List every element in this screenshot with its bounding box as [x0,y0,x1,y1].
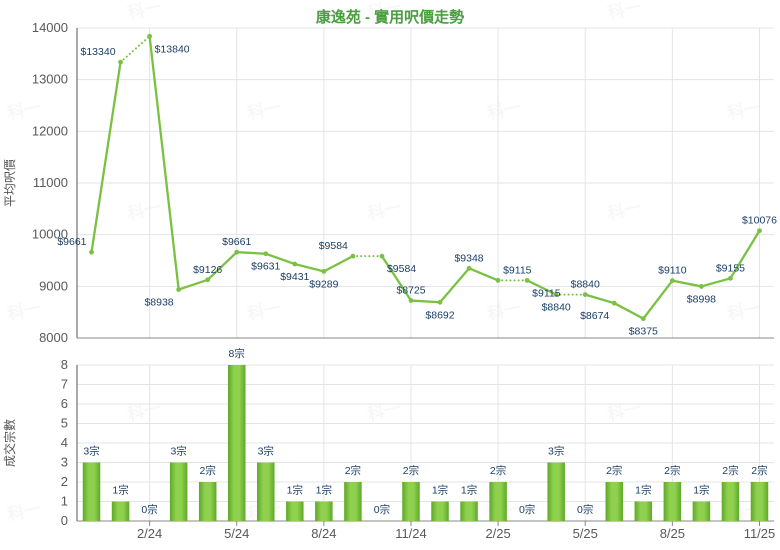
svg-text:0宗: 0宗 [577,503,593,516]
svg-text:2宗: 2宗 [606,464,622,477]
svg-text:0宗: 0宗 [141,503,157,516]
svg-text:2宗: 2宗 [664,464,680,477]
svg-text:1宗: 1宗 [316,484,332,497]
svg-text:1宗: 1宗 [432,484,448,497]
svg-text:$9584: $9584 [319,240,348,252]
svg-text:$8375: $8375 [629,326,658,338]
svg-text:11/25: 11/25 [744,526,776,541]
svg-text:12000: 12000 [32,123,68,138]
svg-text:$9289: $9289 [309,278,338,290]
svg-text:7: 7 [61,377,68,392]
svg-text:1宗: 1宗 [635,484,651,497]
svg-text:$13340: $13340 [81,46,116,58]
svg-text:科一: 科一 [486,97,523,124]
svg-text:11/24: 11/24 [395,526,427,541]
svg-text:1宗: 1宗 [461,484,477,497]
svg-text:1宗: 1宗 [287,484,303,497]
svg-text:科一: 科一 [246,297,283,324]
svg-text:$9126: $9126 [193,264,222,276]
svg-text:5/25: 5/25 [573,526,598,541]
svg-text:2宗: 2宗 [722,464,738,477]
svg-text:0宗: 0宗 [374,503,390,516]
svg-text:$8840: $8840 [542,302,571,314]
svg-text:$9115: $9115 [503,264,532,276]
svg-text:科一: 科一 [6,498,43,525]
svg-text:$8840: $8840 [571,279,600,291]
svg-text:2宗: 2宗 [490,464,506,477]
svg-text:2宗: 2宗 [403,464,419,477]
svg-text:2宗: 2宗 [345,464,361,477]
svg-text:1宗: 1宗 [693,484,709,497]
svg-text:$9155: $9155 [716,262,745,274]
svg-text:$9348: $9348 [454,252,483,264]
svg-text:8/24: 8/24 [311,526,336,541]
svg-text:科一: 科一 [366,397,403,424]
svg-text:8000: 8000 [39,330,68,345]
svg-text:2/25: 2/25 [485,526,510,541]
svg-text:科一: 科一 [606,197,643,224]
svg-text:9000: 9000 [39,278,68,293]
svg-text:1: 1 [61,494,68,509]
svg-text:2/24: 2/24 [137,526,162,541]
svg-text:成交宗數: 成交宗數 [2,419,17,467]
svg-text:3宗: 3宗 [548,445,564,458]
svg-text:科一: 科一 [366,197,403,224]
svg-text:$9431: $9431 [280,271,309,283]
svg-text:4: 4 [61,435,68,450]
svg-text:$9584: $9584 [387,263,416,275]
svg-text:2: 2 [61,474,68,489]
svg-text:1宗: 1宗 [112,484,128,497]
svg-text:$9115: $9115 [532,287,561,299]
svg-text:$8692: $8692 [425,309,454,321]
svg-text:8宗: 8宗 [229,347,245,360]
svg-text:科一: 科一 [126,397,163,424]
svg-text:科一: 科一 [6,297,43,324]
svg-text:6: 6 [61,396,68,411]
svg-text:$9631: $9631 [251,261,280,273]
svg-text:$8938: $8938 [144,297,173,309]
svg-text:$13840: $13840 [155,43,190,55]
svg-text:0宗: 0宗 [519,503,535,516]
svg-text:3: 3 [61,455,68,470]
svg-text:平均呎價: 平均呎價 [3,159,17,207]
svg-text:3宗: 3宗 [170,445,186,458]
svg-text:科一: 科一 [486,297,523,324]
svg-text:科一: 科一 [126,197,163,224]
svg-text:5/24: 5/24 [224,526,249,541]
svg-text:8/25: 8/25 [660,526,685,541]
svg-text:3宗: 3宗 [258,445,274,458]
svg-text:科一: 科一 [606,397,643,424]
svg-text:11000: 11000 [33,175,68,190]
svg-text:科一: 科一 [726,97,763,124]
svg-text:科一: 科一 [726,297,763,324]
svg-text:$8725: $8725 [396,285,425,297]
svg-text:2宗: 2宗 [200,464,216,477]
svg-text:13000: 13000 [32,72,68,87]
svg-text:科一: 科一 [6,97,43,124]
svg-text:$8998: $8998 [687,293,716,305]
svg-text:0: 0 [61,513,68,528]
svg-text:$10076: $10076 [742,215,777,227]
svg-text:2宗: 2宗 [751,464,767,477]
svg-text:科一: 科一 [246,97,283,124]
svg-text:5: 5 [61,416,68,431]
svg-text:$9661: $9661 [57,236,86,248]
svg-text:3宗: 3宗 [83,445,99,458]
svg-text:$8674: $8674 [580,310,609,322]
svg-text:8: 8 [61,357,68,372]
svg-text:$9110: $9110 [658,265,687,277]
svg-text:$9661: $9661 [222,236,251,248]
